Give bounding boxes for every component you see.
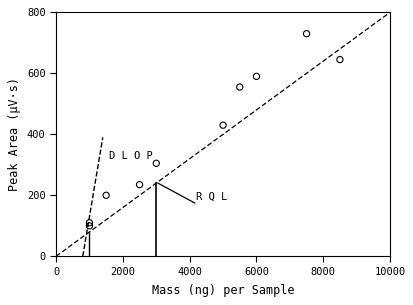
Point: [336, 57, 342, 62]
Text: R Q L: R Q L: [196, 192, 227, 202]
Point: [219, 123, 226, 127]
Point: [136, 182, 142, 187]
Point: [86, 220, 93, 225]
X-axis label: Mass (ng) per Sample: Mass (ng) per Sample: [152, 284, 294, 297]
Point: [86, 223, 93, 228]
Point: [252, 74, 259, 79]
Y-axis label: Peak Area (μV·s): Peak Area (μV·s): [8, 77, 21, 191]
Point: [302, 31, 309, 36]
Point: [152, 161, 159, 166]
Point: [236, 84, 242, 89]
Point: [102, 193, 109, 198]
Text: D L O P: D L O P: [109, 151, 153, 161]
